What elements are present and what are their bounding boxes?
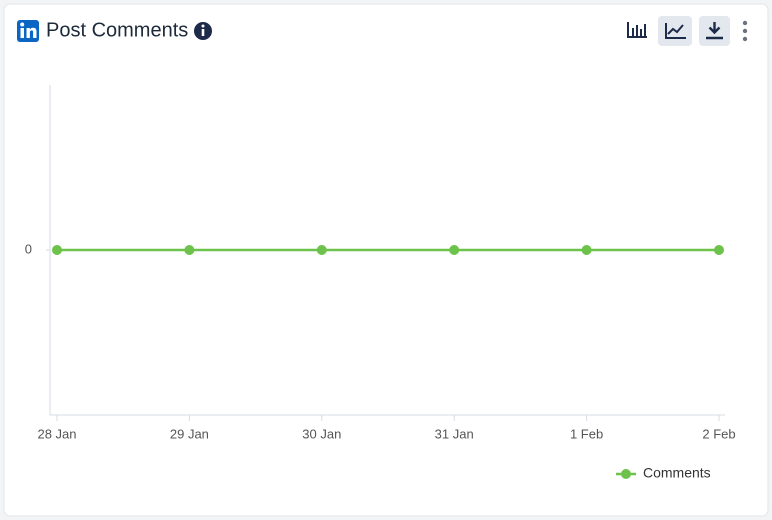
y-tick-label: 0 xyxy=(25,241,32,256)
card xyxy=(3,3,769,517)
x-tick-label: 30 Jan xyxy=(302,426,341,441)
legend-label: Comments xyxy=(643,465,711,481)
x-tick-label: 2 Feb xyxy=(702,426,735,441)
x-tick-label: 31 Jan xyxy=(435,426,474,441)
x-tick-label: 1 Feb xyxy=(570,426,603,441)
data-point xyxy=(449,245,460,255)
data-point xyxy=(52,245,62,255)
legend-marker xyxy=(621,469,631,479)
chart-title: Post Comments xyxy=(46,19,188,41)
bar-chart-button[interactable] xyxy=(627,22,647,38)
data-point xyxy=(714,245,724,255)
more-menu[interactable] xyxy=(742,20,748,42)
line-chart-button[interactable] xyxy=(658,16,692,46)
info-icon[interactable] xyxy=(194,22,212,40)
linkedin-logo xyxy=(17,20,39,42)
download-button[interactable] xyxy=(699,16,730,46)
data-point xyxy=(184,245,195,255)
data-point xyxy=(316,245,327,255)
data-point xyxy=(581,245,592,255)
x-tick-label: 29 Jan xyxy=(170,426,209,441)
x-tick-label: 28 Jan xyxy=(37,426,76,441)
